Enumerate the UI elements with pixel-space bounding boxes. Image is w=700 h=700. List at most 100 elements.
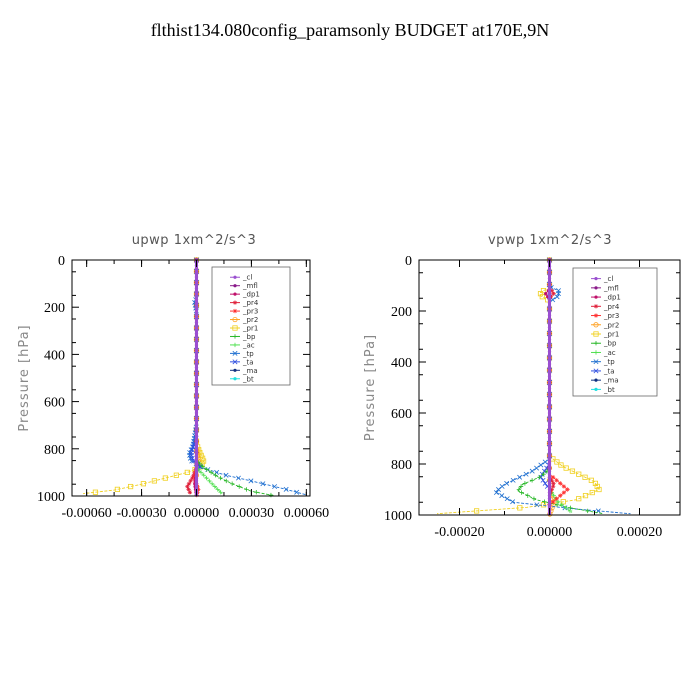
cl-point: [547, 310, 552, 314]
legend-label: _ac: [603, 349, 616, 357]
legend-label: _tp: [603, 358, 615, 366]
cl-point: [194, 323, 199, 327]
bp-point: [531, 496, 537, 501]
cl-point: [547, 484, 552, 489]
cl-point: [194, 453, 199, 458]
pr3-point: [558, 493, 563, 498]
cl-point: [547, 368, 552, 372]
cl-point: [547, 279, 552, 284]
cl-point: [547, 350, 552, 354]
bp-point: [542, 499, 547, 504]
cl-point: [194, 414, 199, 418]
bp-point: [568, 505, 573, 511]
cl-point: [547, 411, 552, 415]
bp-point: [537, 475, 542, 480]
cl-point: [547, 383, 552, 388]
cl-point: [547, 442, 552, 446]
cl-point: [194, 351, 199, 356]
cl-point: [547, 451, 552, 455]
ac-point: [204, 475, 209, 481]
y-axis-label: Pressure [hPa]: [363, 334, 378, 441]
bp-point: [218, 475, 223, 481]
pr3-point: [565, 487, 570, 492]
y-axis-label: Pressure [hPa]: [17, 324, 32, 431]
cl-point: [547, 307, 552, 311]
legend-pr1-point: [232, 325, 238, 331]
tp-point: [272, 484, 278, 490]
cl-point: [194, 402, 199, 407]
pr4-point: [550, 484, 556, 489]
cl-point: [547, 298, 552, 302]
cl-point: [547, 481, 552, 485]
legend-label: _mfl: [603, 284, 619, 292]
ac-point: [198, 470, 204, 475]
y-tick-label: 400: [44, 348, 65, 363]
cl-point: [194, 286, 199, 290]
pr3-point: [554, 496, 559, 501]
cl-point: [547, 487, 552, 492]
legend-pr4-point: [593, 304, 599, 309]
bp-point: [254, 490, 259, 495]
cl-point: [194, 374, 199, 378]
legend-label: _cl: [603, 275, 613, 283]
cl-point: [547, 359, 552, 363]
legend-bt-point: [233, 377, 237, 381]
cl-point: [194, 411, 199, 415]
cl-point: [547, 344, 552, 348]
pr1-point: [540, 502, 547, 508]
tp-point: [504, 496, 510, 502]
cl-point: [194, 329, 199, 333]
cl-point: [194, 326, 199, 330]
y-tick-label: 200: [44, 301, 65, 316]
legend-label: _dp1: [603, 294, 621, 302]
tp-point: [235, 475, 241, 481]
cl-point: [194, 470, 199, 474]
cl-point: [194, 479, 199, 483]
pr1-point: [151, 478, 157, 484]
legend-mfl-point: [594, 286, 598, 290]
pr1-point: [576, 496, 582, 502]
ta-point: [189, 455, 195, 461]
ac-point: [212, 484, 217, 489]
cl-point: [547, 295, 552, 299]
legend-label: _pr3: [603, 312, 619, 320]
pr1-point: [592, 480, 598, 486]
pr1-point: [517, 505, 523, 511]
ac-point: [567, 508, 573, 514]
cl-point: [547, 414, 552, 418]
bp-point: [529, 478, 535, 483]
ac-point: [551, 493, 557, 498]
ta-point: [542, 480, 548, 486]
cl-point: [547, 420, 552, 424]
x-tick-label: 0.00030: [229, 506, 275, 521]
cl-point: [547, 328, 552, 332]
cl-point: [547, 408, 552, 412]
x-tick-label: 0.00060: [284, 506, 330, 521]
legend-ac-point: [593, 350, 599, 355]
cl-point: [194, 317, 199, 322]
cl-point: [194, 425, 199, 429]
cl-point: [194, 431, 199, 435]
cl-point: [194, 343, 199, 347]
y-tick-label: 1000: [384, 509, 412, 524]
cl-point: [194, 289, 199, 293]
cl-point: [547, 273, 552, 277]
cl-point: [547, 270, 552, 274]
bp-point: [200, 464, 206, 469]
bp-point: [213, 473, 218, 478]
legend-pr2-point: [232, 316, 238, 323]
legend-label: _bp: [242, 333, 256, 341]
cl-point: [194, 473, 199, 477]
pr3-point: [550, 475, 556, 480]
tp-point: [248, 478, 254, 484]
cl-point: [194, 266, 199, 271]
cl-point: [194, 467, 199, 472]
cl-point: [547, 292, 552, 296]
cl-point: [547, 423, 552, 427]
cl-point: [547, 405, 552, 409]
legend-label: _cl: [242, 274, 252, 282]
tp-point: [529, 468, 535, 474]
pr1-point: [594, 483, 600, 490]
legend-label: _pr4: [242, 299, 259, 307]
cl-point: [547, 371, 552, 375]
